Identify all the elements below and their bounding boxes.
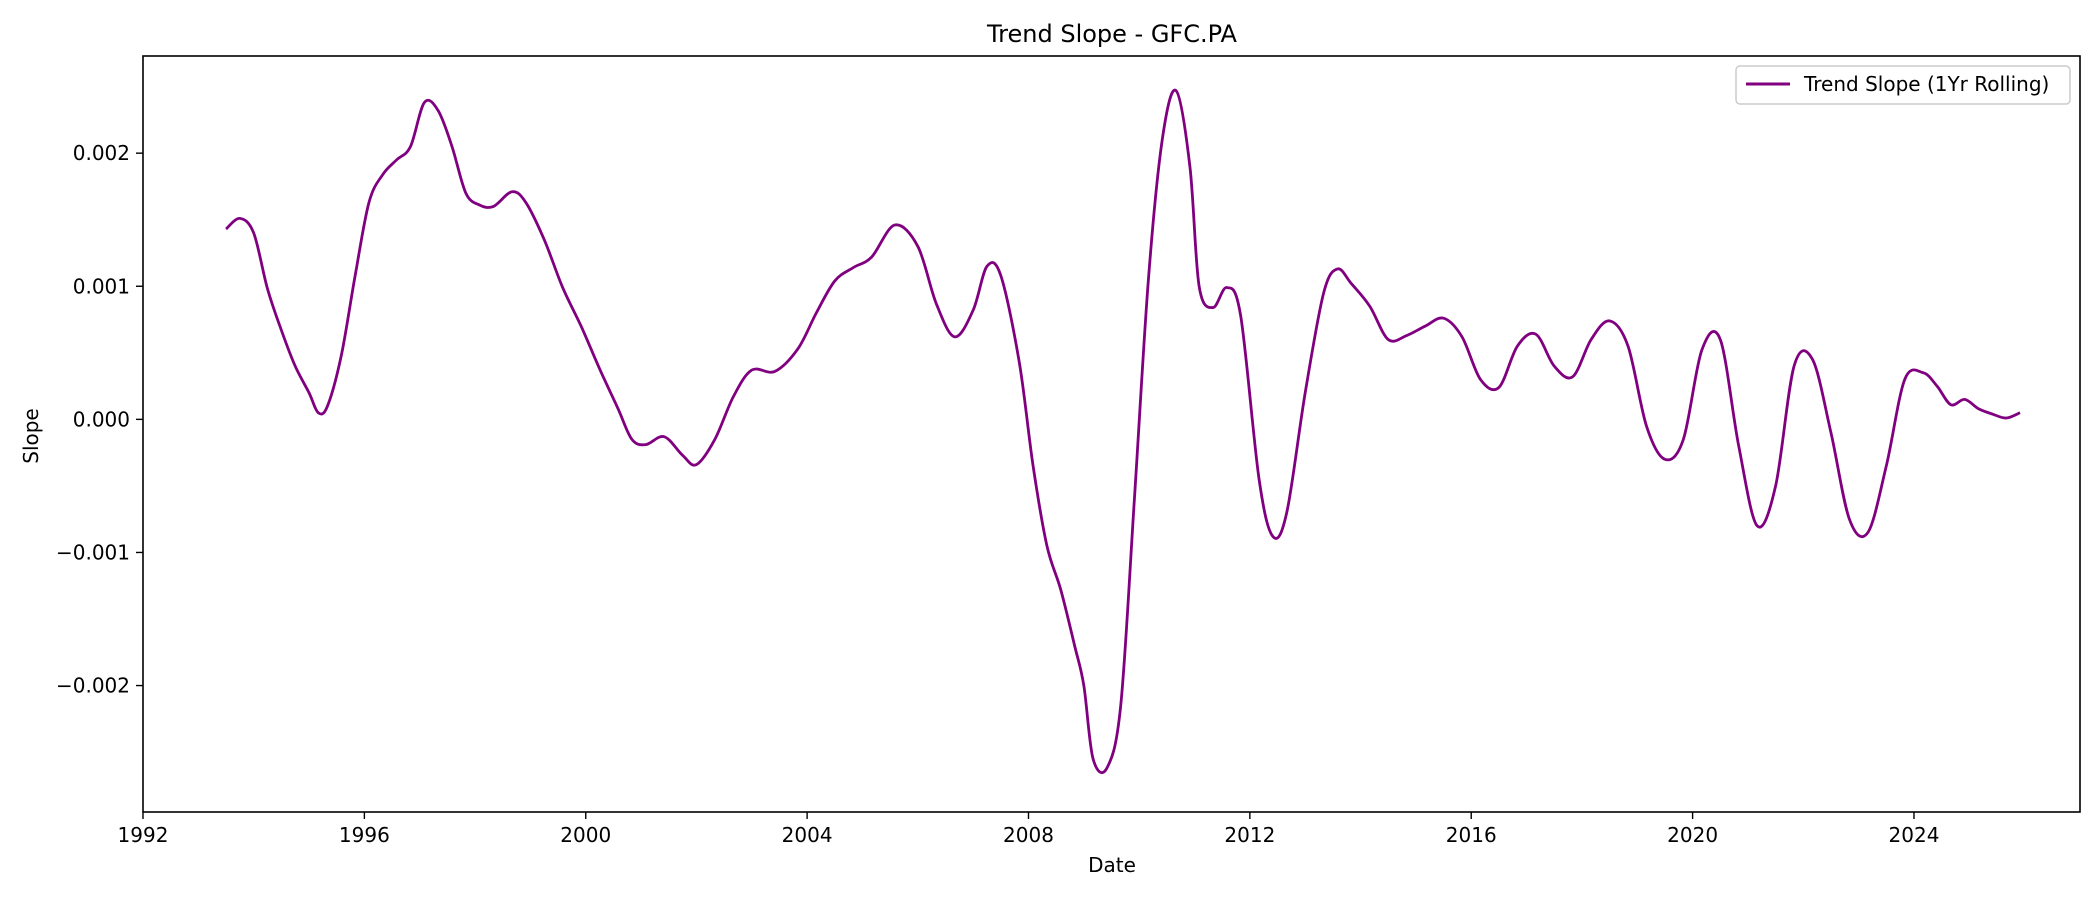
series-layer [225,88,2021,775]
x-tick-label: 2016 [1446,823,1497,847]
x-tick-label: 2012 [1224,823,1275,847]
y-tick-label: 0.000 [73,407,130,431]
x-tick-label: 2004 [782,823,833,847]
y-tick-label: 0.001 [73,274,130,298]
x-tick-label: 1996 [339,823,390,847]
y-axis-ticks: −0.002 −0.001 0.000 0.001 0.002 [56,141,143,698]
x-tick-label: 2024 [1889,823,1940,847]
legend-label: Trend Slope (1Yr Rolling) [1803,72,2049,96]
x-tick-label: 2000 [560,823,611,847]
plot-area-frame [142,55,2081,813]
x-tick-label: 2008 [1003,823,1054,847]
legend-box [1735,65,2071,105]
x-tick-label: 1992 [118,823,169,847]
x-tick-label: 2020 [1667,823,1718,847]
series-line-trend-slope [225,88,2021,775]
y-axis-title: Slope [19,408,43,464]
legend: Trend Slope (1Yr Rolling) [1735,65,2071,105]
x-axis-ticks: 1992 1996 2000 2004 2008 2012 2016 2020 2024 [118,812,1940,847]
x-axis-title: Date [1088,853,1136,877]
chart-title: Trend Slope - GFC.PA [986,20,1238,48]
y-tick-label: −0.002 [56,674,130,698]
y-tick-label: 0.002 [73,141,130,165]
y-tick-label: −0.001 [56,540,130,564]
